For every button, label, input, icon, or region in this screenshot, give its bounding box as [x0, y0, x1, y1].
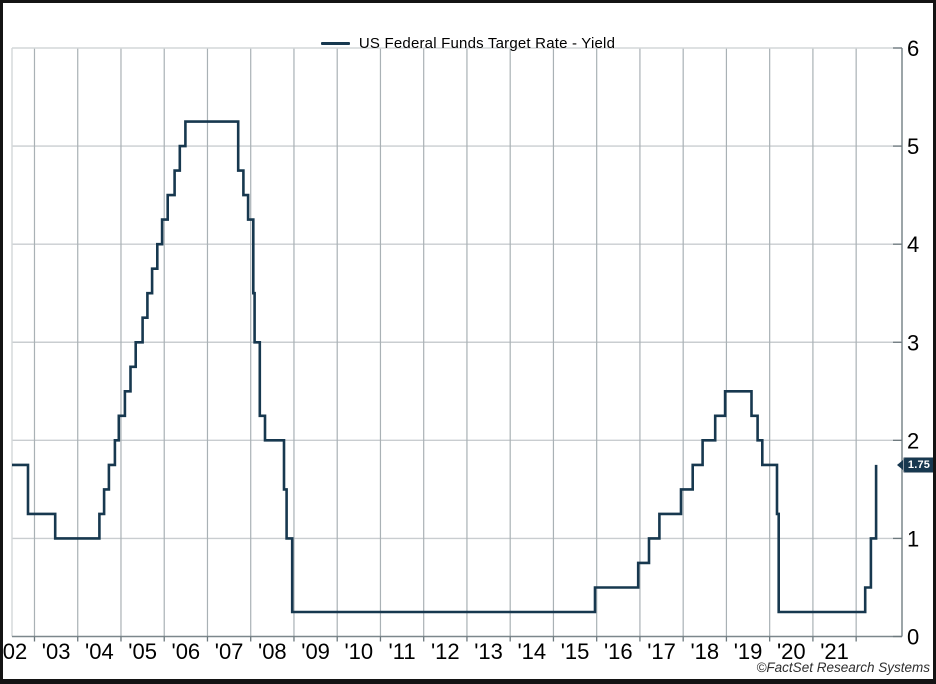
x-tick-label: '06 [172, 639, 201, 664]
x-tick-label: '12 [431, 639, 460, 664]
x-tick-label: '09 [301, 639, 330, 664]
x-tick-label: '08 [258, 639, 287, 664]
x-tick-label: '18 [690, 639, 719, 664]
x-tick-label: '19 [734, 639, 763, 664]
x-tick-label: '03 [42, 639, 71, 664]
legend-label: US Federal Funds Target Rate - Yield [358, 35, 616, 52]
x-tick-label: '13 [474, 639, 503, 664]
y-tick-label: 0 [907, 625, 919, 650]
x-tick-label: '16 [604, 639, 633, 664]
x-tick-label: '17 [647, 639, 676, 664]
x-tick-label: '07 [215, 639, 244, 664]
y-tick-label: 2 [907, 428, 919, 453]
x-tick-label: '20 [777, 639, 806, 664]
x-tick-label: '15 [561, 639, 590, 664]
y-tick-label: 6 [907, 36, 919, 61]
series-line [12, 120, 878, 614]
x-tick-label: '14 [517, 639, 546, 664]
legend-line-swatch [320, 41, 350, 46]
badge-arrow-icon [897, 460, 903, 470]
x-tick-label: '05 [128, 639, 157, 664]
x-tick-label: '04 [85, 639, 114, 664]
last-value-badge: 1.75 [897, 457, 935, 473]
y-tick-label: 5 [907, 134, 919, 159]
x-tick-label: '21 [820, 639, 849, 664]
y-tick-label: 3 [907, 330, 919, 355]
x-tick-label: '11 [389, 639, 416, 664]
x-tick-label: '02 [0, 639, 27, 664]
last-value-label: 1.75 [903, 457, 935, 473]
legend: US Federal Funds Target Rate - Yield [0, 35, 936, 52]
x-tick-label: '10 [344, 639, 373, 664]
y-tick-label: 4 [907, 232, 919, 257]
y-tick-label: 1 [907, 526, 919, 551]
copyright-text: ©FactSet Research Systems [756, 660, 930, 675]
